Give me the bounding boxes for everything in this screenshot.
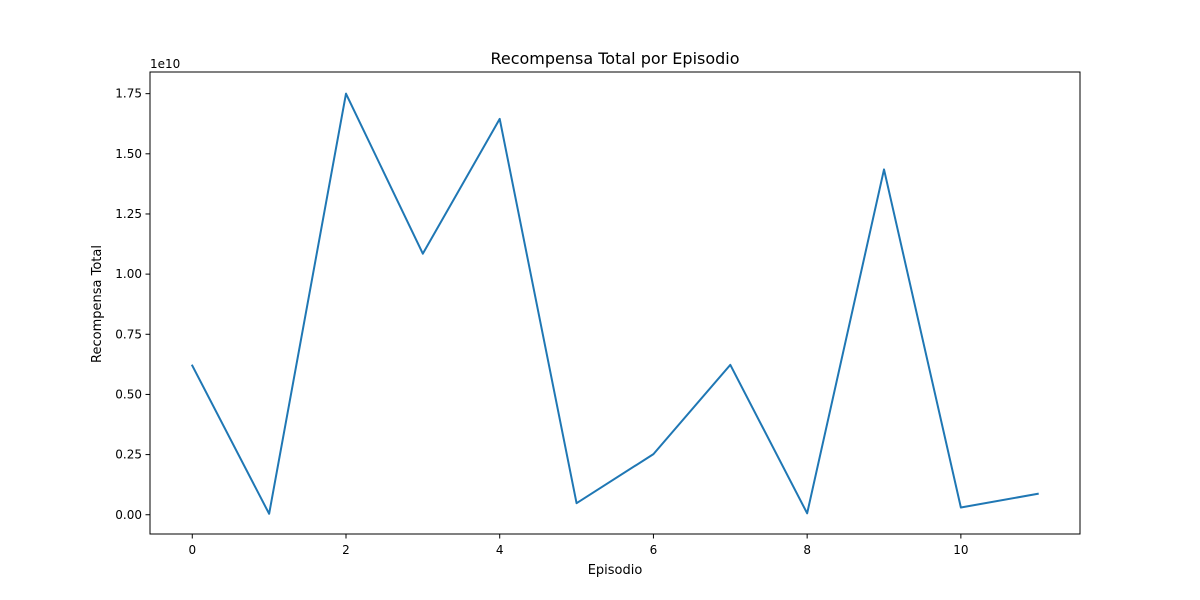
y-tick-label: 1.25 <box>115 207 142 221</box>
plot-area: 0 2 4 6 8 10 0.00 0.25 0.50 0.75 1.00 1.25 1.50 1.75 <box>115 71 1081 557</box>
y-tick-label: 0.25 <box>115 448 142 462</box>
data-point <box>268 513 270 515</box>
data-point <box>729 364 731 366</box>
y-tick-label: 0.75 <box>115 327 142 341</box>
y-tick-label: 1.75 <box>115 87 142 101</box>
data-point <box>960 507 962 509</box>
x-tick-label: 0 <box>188 543 196 557</box>
y-axis-label: Recompensa Total <box>90 245 105 363</box>
x-tick-label: 10 <box>953 543 968 557</box>
y-tick-label: 1.50 <box>115 147 142 161</box>
data-point <box>576 502 578 504</box>
x-tick-label: 2 <box>342 543 350 557</box>
data-point <box>1037 493 1039 495</box>
chart-title: Recompensa Total por Episodio <box>490 49 739 68</box>
x-axis-label: Episodio <box>588 563 643 578</box>
data-point <box>191 365 193 367</box>
series-line <box>190 92 1039 515</box>
data-point <box>345 93 347 95</box>
y-offset-label: 1e10 <box>150 57 180 71</box>
x-tick-label: 6 <box>650 543 658 557</box>
y-tick-label: 0.50 <box>115 387 142 401</box>
data-point <box>652 453 654 455</box>
data-point <box>806 512 808 514</box>
y-tick-label: 1.00 <box>115 267 142 281</box>
plot-frame <box>149 71 1081 535</box>
y-tick-label: 0.00 <box>115 508 142 522</box>
x-tick-label: 4 <box>496 543 504 557</box>
x-tick-label: 8 <box>803 543 811 557</box>
data-point <box>499 118 501 120</box>
data-point <box>422 253 424 255</box>
data-point <box>883 168 885 170</box>
